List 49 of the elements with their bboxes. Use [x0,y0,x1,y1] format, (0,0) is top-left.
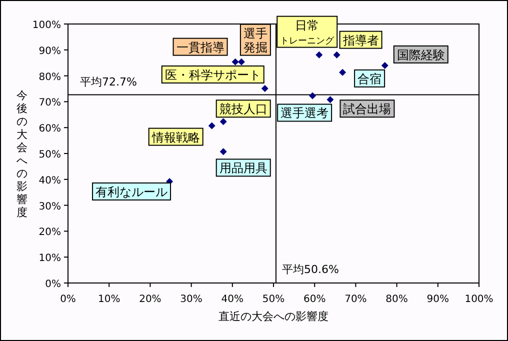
y-tick-label: 60% [38,124,61,135]
annotation: 国際経験 [396,48,445,62]
y-tick-label: 0% [45,279,61,290]
annotation: 競技人口 [219,102,268,116]
annotation: 有利なルール [96,184,168,199]
annotation: 医・科学サポート [164,68,261,82]
y-tick-label: 80% [38,72,61,83]
text: 今後の大会への影響度 [16,89,28,219]
point [208,122,216,130]
y-tick-label: 90% [38,46,61,57]
x-tick-label: 20% [139,294,162,305]
x-tick-label: 70% [344,294,367,305]
point [339,68,346,76]
point [220,148,227,156]
x-tick-label: 80% [386,294,408,305]
annotation: 選手選考 [280,106,329,120]
ref-line-label: 平均50.6% [282,263,339,276]
annotation: 一貫指導 [176,40,224,54]
annotation: 合宿 [358,72,382,86]
y-tick-label: 40% [38,175,61,186]
y-tick-label: 100% [32,20,61,31]
point [316,51,323,58]
y-tick-label: 50% [38,150,61,160]
x-tick-label: 10% [98,294,120,305]
y-tick-label: 70% [38,98,61,109]
point [238,58,245,66]
x-tick-label: 90% [426,294,450,305]
point [220,118,227,126]
y-tick-label: 10% [38,253,61,264]
x-axis-title: 直近の大会への影響度 [218,310,328,323]
point [333,51,340,58]
annotation: 用品用具 [219,161,268,176]
x-tick-label: 50% [262,294,285,305]
x-tick-label: 30% [180,294,202,305]
point [261,84,268,92]
y-tick-label: 30% [38,201,61,212]
point [381,62,388,69]
point [326,96,334,104]
point [232,58,239,66]
annotation: 指導者 [342,33,379,48]
x-tick-label: 40% [221,294,244,305]
point [309,92,316,100]
x-tick-label: 0% [60,294,76,305]
x-tick-label: 100% [464,294,494,305]
annotation: 試合出場 [343,102,392,116]
annotation: 情報戦略 [150,130,200,144]
x-tick-label: 60% [303,294,326,305]
ref-line-label: 平均72.7% [80,76,137,89]
y-tick-label: 20% [38,227,61,238]
